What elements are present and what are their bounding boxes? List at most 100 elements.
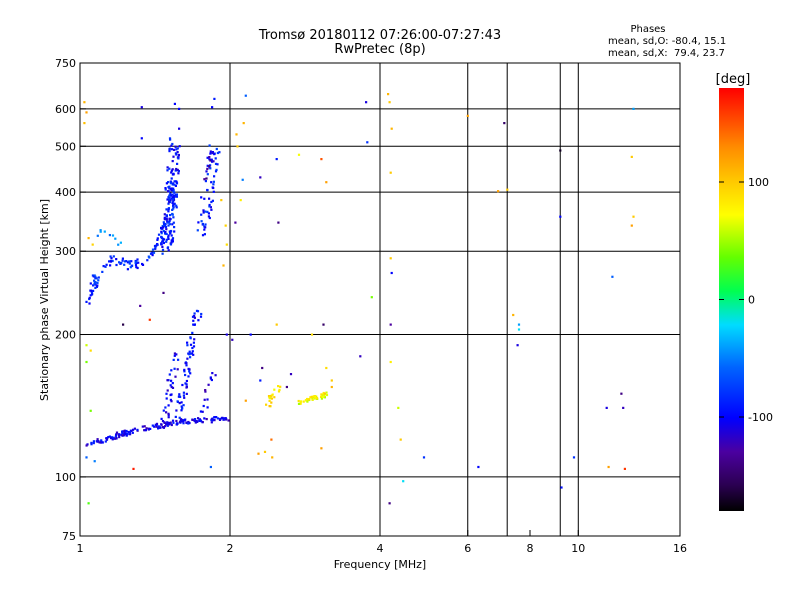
data-point — [170, 234, 173, 237]
data-point — [118, 436, 121, 439]
data-point — [131, 431, 134, 434]
data-point — [183, 370, 186, 373]
data-point — [320, 447, 323, 450]
data-point — [157, 233, 161, 236]
data-point — [178, 402, 181, 405]
data-point — [189, 337, 192, 340]
data-point — [168, 137, 172, 140]
data-point — [181, 420, 184, 423]
data-point — [186, 357, 189, 360]
x-tick-label: 4 — [377, 542, 384, 555]
data-point — [211, 152, 214, 155]
data-point — [208, 205, 211, 208]
data-point — [185, 392, 188, 395]
data-point — [323, 396, 326, 399]
data-point — [195, 420, 198, 423]
data-point — [632, 215, 635, 218]
data-point — [133, 427, 136, 430]
data-point — [108, 435, 111, 438]
data-point — [125, 433, 128, 436]
data-point — [101, 441, 104, 444]
data-point — [175, 148, 178, 151]
data-point — [208, 165, 211, 168]
data-point — [208, 203, 211, 207]
data-point — [215, 168, 218, 171]
data-point — [95, 277, 98, 280]
data-point — [175, 353, 178, 356]
data-point — [202, 209, 205, 212]
data-point — [176, 368, 179, 371]
data-point — [166, 389, 169, 392]
data-point — [623, 467, 626, 470]
data-point — [170, 197, 173, 200]
data-point — [208, 144, 211, 147]
data-point — [87, 237, 90, 240]
data-point — [200, 196, 203, 199]
data-point — [135, 266, 138, 269]
data-point — [170, 423, 173, 427]
data-point — [168, 194, 171, 197]
data-point — [257, 452, 260, 455]
data-point — [225, 333, 228, 336]
data-point — [172, 155, 175, 158]
data-point — [166, 190, 170, 193]
data-point — [171, 238, 174, 241]
data-point — [203, 197, 206, 200]
data-point — [104, 440, 107, 443]
data-point — [212, 183, 215, 186]
data-point — [220, 199, 223, 202]
data-point — [123, 434, 126, 437]
data-point — [322, 396, 325, 399]
data-point — [170, 229, 173, 233]
data-point — [191, 346, 194, 350]
data-point — [209, 152, 212, 155]
data-point — [147, 255, 150, 258]
data-point — [239, 199, 242, 202]
data-point — [209, 159, 212, 162]
chart-title: Tromsø 20180112 07:26:00-07:27:43 — [258, 28, 501, 43]
data-point — [201, 222, 204, 226]
data-point — [155, 422, 159, 425]
data-point — [162, 230, 165, 233]
data-point — [115, 263, 118, 267]
data-point — [268, 399, 271, 402]
data-point — [94, 275, 97, 278]
data-point — [93, 283, 96, 286]
data-point — [323, 393, 326, 397]
data-point — [166, 169, 169, 172]
data-point — [172, 206, 175, 209]
data-point — [389, 323, 392, 326]
data-point — [162, 241, 165, 245]
data-point — [132, 428, 135, 431]
data-point — [202, 211, 205, 214]
data-point — [212, 180, 215, 183]
data-point — [105, 263, 108, 266]
data-point — [85, 456, 88, 459]
data-point — [89, 282, 92, 285]
data-point — [173, 183, 176, 186]
data-point — [160, 230, 163, 233]
data-point — [167, 202, 170, 205]
data-point — [175, 419, 178, 423]
data-point — [98, 441, 101, 444]
data-point — [313, 395, 317, 398]
data-point — [185, 364, 188, 367]
data-point — [175, 182, 179, 185]
data-point — [156, 243, 159, 246]
data-point — [115, 433, 118, 436]
data-point — [182, 404, 185, 407]
data-point — [172, 358, 175, 361]
data-point — [224, 417, 227, 420]
data-point — [169, 199, 172, 202]
data-point — [161, 252, 164, 255]
data-point — [210, 421, 213, 424]
data-point — [135, 260, 138, 263]
data-point — [171, 160, 174, 163]
data-point — [310, 395, 313, 398]
data-point — [174, 193, 177, 196]
data-point — [122, 323, 125, 326]
data-point — [171, 419, 175, 422]
data-point — [119, 241, 122, 244]
data-point — [170, 369, 173, 372]
data-point — [310, 333, 314, 336]
